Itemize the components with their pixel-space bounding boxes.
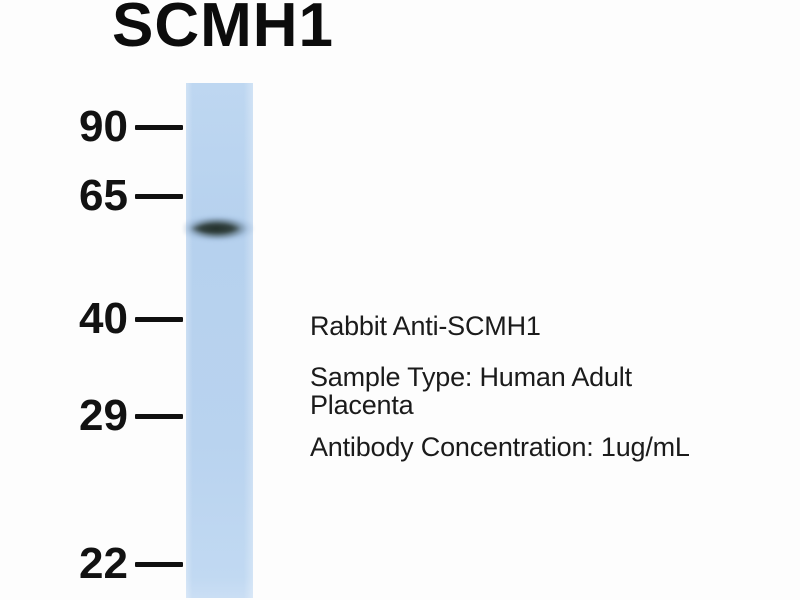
- mw-marker-22: 22: [0, 541, 190, 587]
- mw-tick-line: [135, 193, 183, 199]
- mw-marker-label: 65: [79, 171, 128, 220]
- sample-type-annotation: Sample Type: Human Adult Placenta: [310, 363, 632, 419]
- protein-band: [183, 212, 256, 245]
- mw-tick-line: [135, 124, 183, 130]
- mw-marker-90: 90: [0, 104, 190, 150]
- blot-lane: [183, 83, 256, 598]
- concentration-annotation: Antibody Concentration: 1ug/mL: [310, 433, 690, 461]
- mw-marker-label: 29: [79, 391, 128, 440]
- mw-tick-line: [135, 561, 183, 567]
- sample-type-line-1: Sample Type: Human Adult: [310, 362, 632, 392]
- mw-marker-label: 22: [79, 539, 128, 588]
- figure-title: SCMH1: [112, 0, 335, 60]
- antibody-annotation-text: Rabbit Anti-SCMH1: [310, 311, 541, 341]
- mw-tick-line: [135, 413, 183, 419]
- mw-marker-29: 29: [0, 393, 190, 439]
- mw-marker-65: 65: [0, 173, 190, 219]
- sample-type-line-2: Placenta: [310, 390, 414, 420]
- mw-marker-label: 90: [79, 102, 128, 151]
- antibody-annotation: Rabbit Anti-SCMH1: [310, 312, 541, 340]
- mw-tick-line: [135, 316, 183, 322]
- concentration-annotation-text: Antibody Concentration: 1ug/mL: [310, 432, 690, 462]
- mw-marker-label: 40: [79, 294, 128, 343]
- mw-marker-40: 40: [0, 296, 190, 342]
